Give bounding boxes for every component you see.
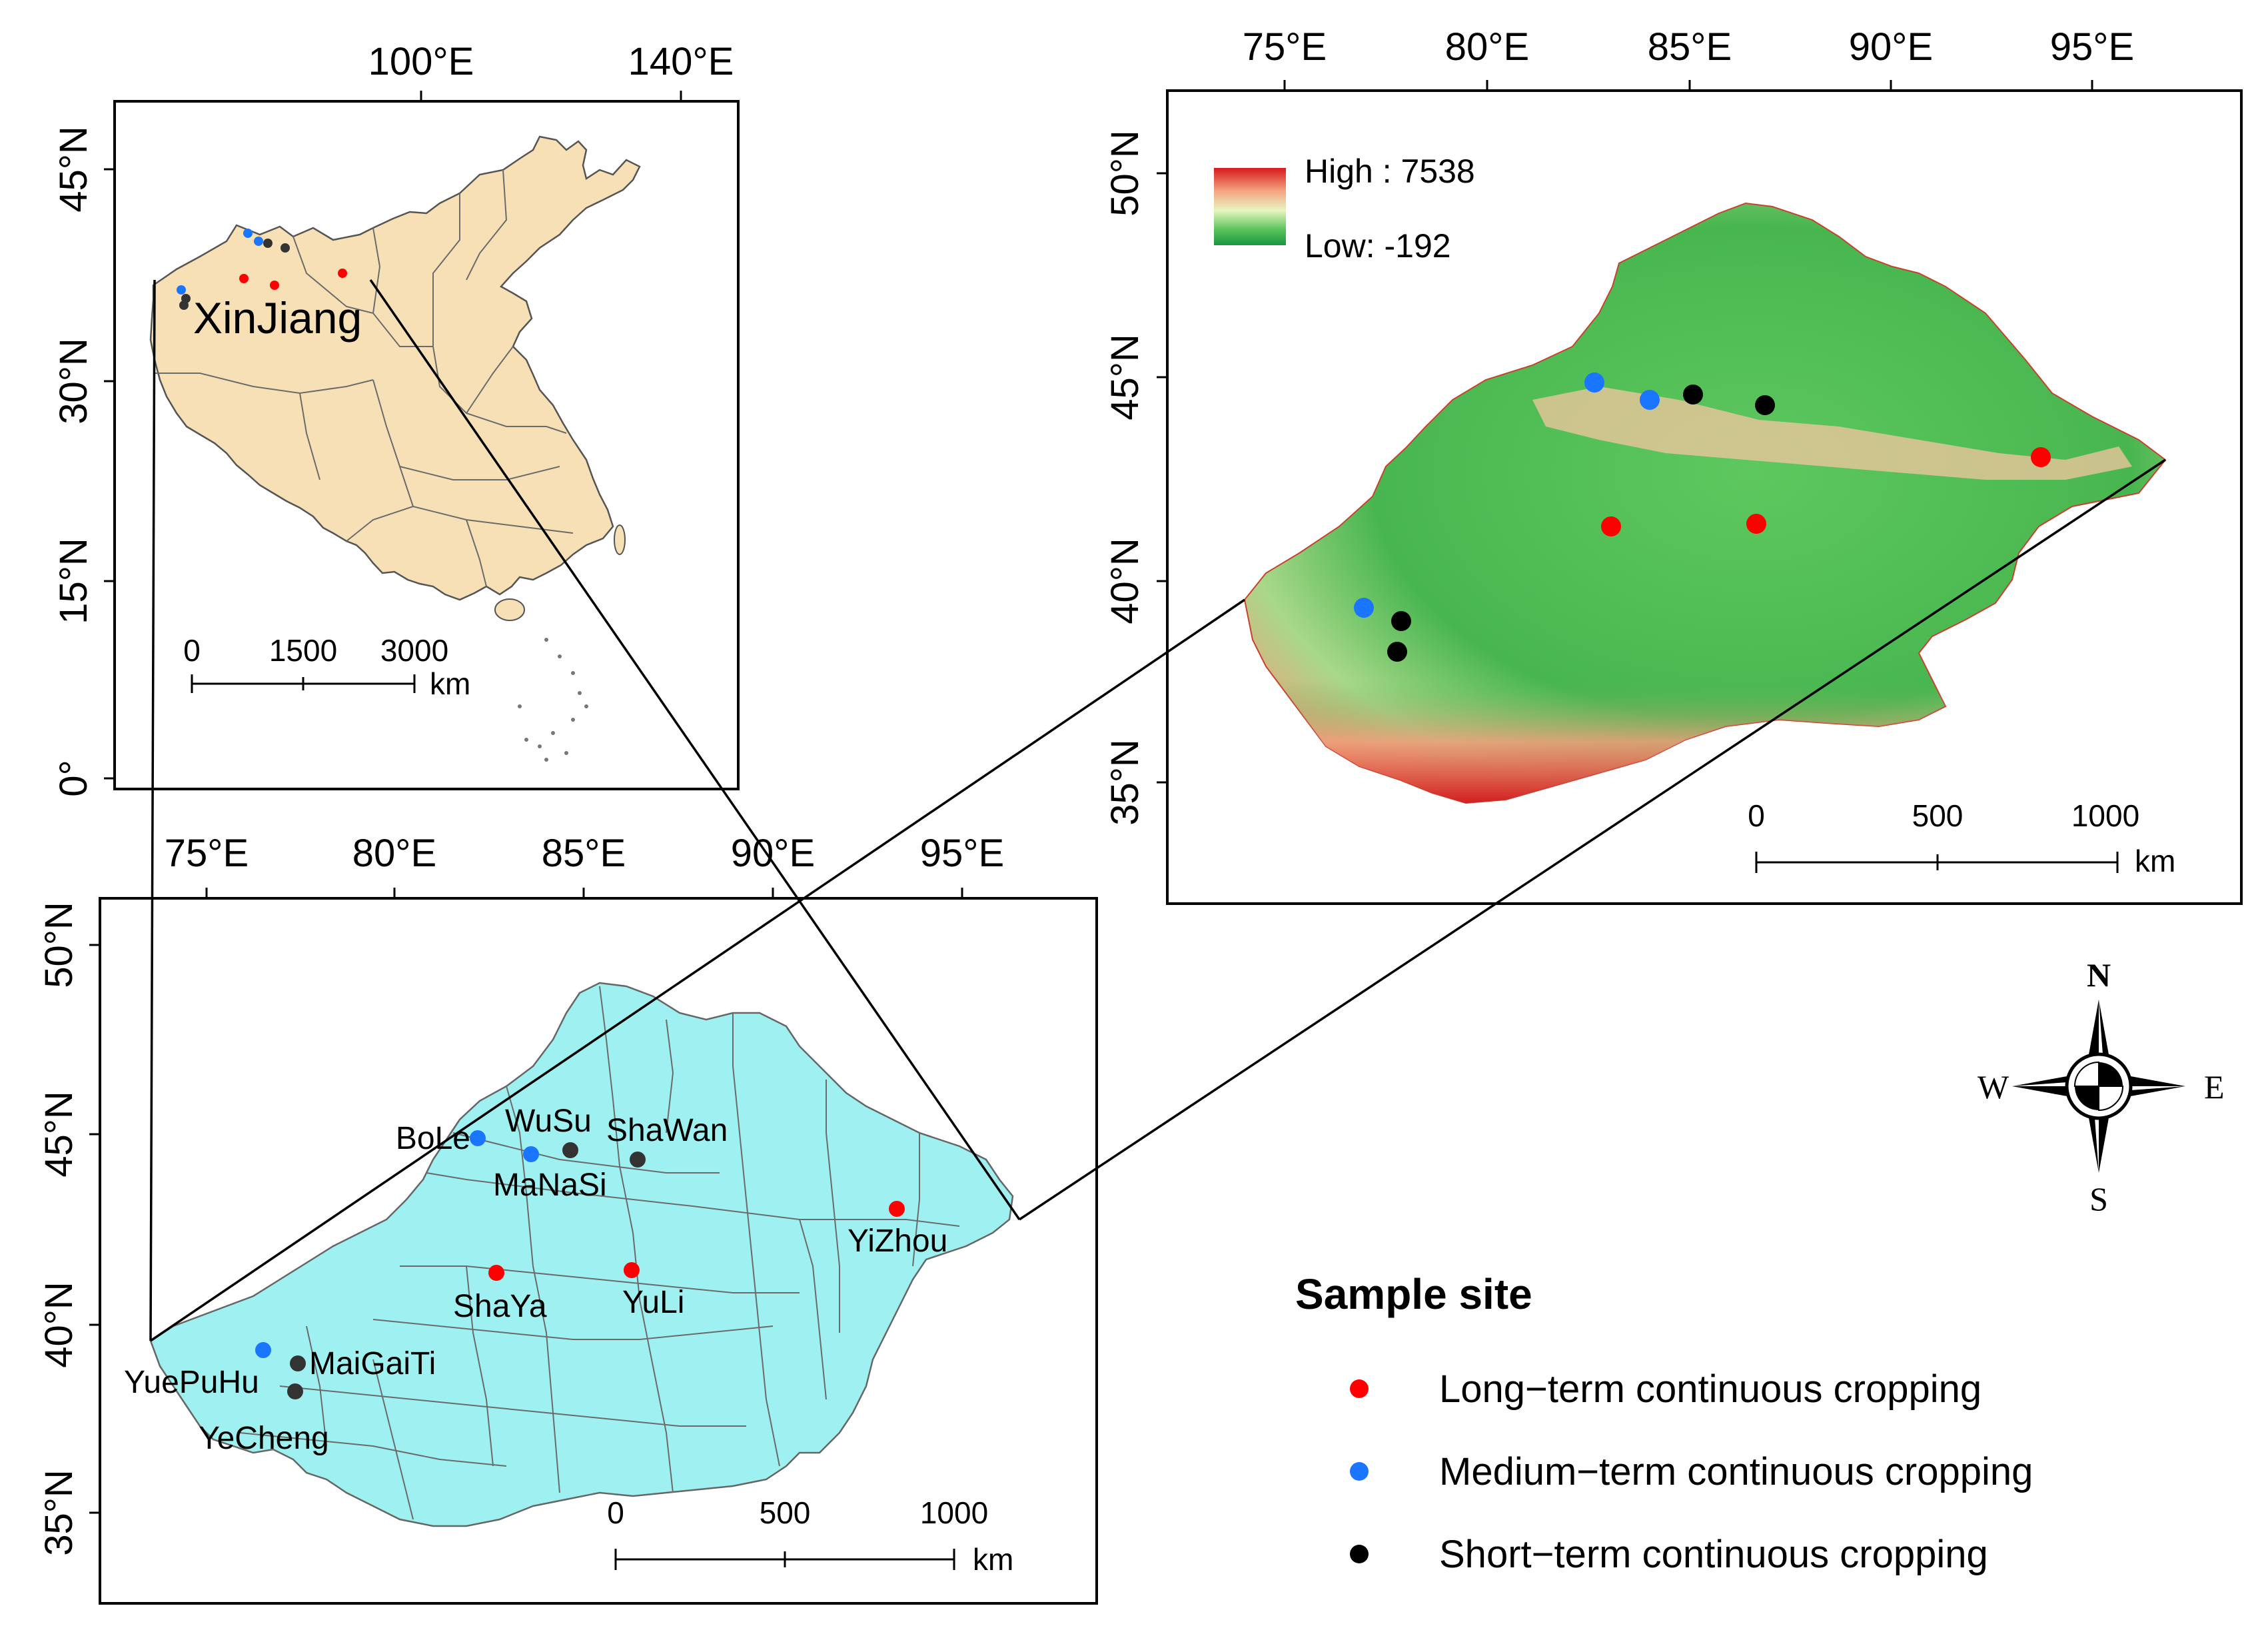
site-scale-1000: 1000 xyxy=(920,1495,988,1530)
site-lon-tick-80: 80°E xyxy=(352,832,436,875)
china-inset-sites xyxy=(177,229,347,310)
dem-lat-tick-35: 35°N xyxy=(1103,739,1147,826)
dem-legend-low: Low: -192 xyxy=(1305,227,1451,265)
site-lon-tick-95: 95°E xyxy=(920,832,1004,875)
dem-lon-tick-90: 90°E xyxy=(1849,25,1933,69)
site-lat-tick-50: 50°N xyxy=(37,902,81,988)
china-inset-ticks xyxy=(104,91,682,780)
xinjiang-label: XinJiang xyxy=(193,293,362,343)
dem-lon-tick-95: 95°E xyxy=(2050,25,2134,69)
site-shaya xyxy=(488,1265,504,1281)
xinjiang-counties-shape xyxy=(149,982,1014,1527)
dem-lon-tick-80: 80°E xyxy=(1445,25,1529,69)
dem-map-sites xyxy=(1354,373,2051,662)
legend-marker-short xyxy=(1350,1545,1369,1563)
china-inset-frame xyxy=(113,100,740,790)
label-wusu: WuSu xyxy=(505,1104,592,1139)
china-scale-1500: 1500 xyxy=(269,633,337,668)
site-map-frame xyxy=(99,897,1098,1605)
compass-n-label: N xyxy=(2087,956,2111,994)
site-shawan xyxy=(630,1152,646,1168)
label-yuli: YuLi xyxy=(622,1285,684,1320)
china-scale-bar: 0 1500 3000 km xyxy=(183,633,470,701)
china-scale-3000: 3000 xyxy=(380,633,448,668)
dem-scale-500: 500 xyxy=(1912,798,1964,833)
site-lat-tick-45: 45°N xyxy=(37,1091,81,1178)
zoom-connector-lines xyxy=(149,279,2166,1342)
compass-e-label: E xyxy=(2204,1068,2225,1106)
site-scale-500: 500 xyxy=(760,1495,811,1530)
site-map-ticks xyxy=(89,888,963,1514)
dem-map-ticks xyxy=(1157,80,2093,784)
dem-scale-1000: 1000 xyxy=(2071,798,2139,833)
sample-site-legend: Sample site Long−term continuous croppin… xyxy=(1295,1270,2033,1576)
china-lon-tick-140: 140°E xyxy=(628,40,734,83)
china-lon-tick-100: 100°E xyxy=(368,40,474,83)
china-lat-tick-30: 30°N xyxy=(52,338,95,424)
china-lat-tick-45: 45°N xyxy=(52,126,95,213)
legend-marker-long xyxy=(1350,1379,1369,1398)
dem-scale-bar: 0 500 1000 km xyxy=(1748,798,2175,878)
dem-legend-colorbar xyxy=(1214,168,1286,245)
site-lon-tick-85: 85°E xyxy=(542,832,626,875)
site-manasi xyxy=(523,1146,539,1162)
dem-legend-high: High : 7538 xyxy=(1305,153,1475,190)
china-lat-tick-0: 0° xyxy=(52,760,95,796)
site-yecheng xyxy=(287,1383,303,1399)
china-scale-unit: km xyxy=(430,666,470,701)
site-map-sites xyxy=(255,1130,905,1399)
site-maigaiti xyxy=(290,1355,306,1371)
site-lon-tick-90: 90°E xyxy=(731,832,815,875)
label-yuepuhu: YuePuHu xyxy=(124,1365,259,1400)
legend-label-short: Short−term continuous cropping xyxy=(1439,1533,1988,1576)
site-lon-tick-75: 75°E xyxy=(165,832,249,875)
dem-south-mountains xyxy=(1245,496,1946,803)
compass-w-label: W xyxy=(1978,1068,2009,1106)
label-bole: BoLe xyxy=(396,1121,470,1156)
dem-lat-tick-50: 50°N xyxy=(1103,130,1147,217)
south-china-sea-islands xyxy=(518,638,588,762)
dem-lat-tick-45: 45°N xyxy=(1103,334,1147,420)
compass-s-label: S xyxy=(2089,1180,2108,1218)
dem-lat-tick-40: 40°N xyxy=(1103,538,1147,624)
legend-label-medium: Medium−term continuous cropping xyxy=(1439,1450,2033,1493)
label-maigaiti: MaiGaiTi xyxy=(309,1346,436,1381)
dem-lon-tick-85: 85°E xyxy=(1648,25,1732,69)
site-map: BoLe WuSu ShaWan MaNaSi YiZhou ShaYa YuL… xyxy=(37,832,1098,1605)
site-scale-0: 0 xyxy=(607,1495,624,1530)
dem-lon-tick-75: 75°E xyxy=(1243,25,1327,69)
legend-title: Sample site xyxy=(1295,1270,1532,1318)
china-scale-0: 0 xyxy=(183,633,201,668)
dem-map-frame xyxy=(1166,89,2243,905)
label-shaya: ShaYa xyxy=(453,1289,547,1324)
site-yuepuhu xyxy=(255,1342,271,1358)
site-wusu xyxy=(562,1142,578,1158)
china-inset-map: XinJiang 100°E 140°E 45°N 30°N 15°N 0° 0… xyxy=(52,40,740,797)
site-yizhou xyxy=(889,1201,905,1217)
site-bole xyxy=(470,1130,486,1146)
china-province-boundaries xyxy=(153,169,574,587)
site-yuli xyxy=(624,1262,640,1278)
label-yizhou: YiZhou xyxy=(848,1224,947,1259)
dem-elevation-map: High : 7538 Low: -192 75°E xyxy=(1103,25,2243,905)
label-shawan: ShaWan xyxy=(606,1113,728,1148)
label-manasi: MaNaSi xyxy=(493,1168,607,1203)
china-land xyxy=(149,135,641,601)
legend-marker-medium xyxy=(1350,1462,1369,1481)
china-islands xyxy=(494,524,626,621)
site-scale-unit: km xyxy=(973,1542,1013,1577)
legend-label-long: Long−term continuous cropping xyxy=(1439,1367,1982,1411)
dem-scale-unit: km xyxy=(2135,844,2175,878)
china-lat-tick-15: 15°N xyxy=(52,538,95,624)
site-lat-tick-35: 35°N xyxy=(37,1469,81,1556)
label-yecheng: YeCheng xyxy=(199,1421,329,1456)
site-scale-bar: 0 500 1000 km xyxy=(607,1495,1013,1577)
site-map-county-boundaries xyxy=(239,986,960,1520)
compass-rose: N S E W xyxy=(1978,956,2225,1218)
dem-tianshan-ridge xyxy=(1532,387,2132,480)
site-lat-tick-40: 40°N xyxy=(37,1281,81,1368)
dem-scale-0: 0 xyxy=(1748,798,1765,833)
